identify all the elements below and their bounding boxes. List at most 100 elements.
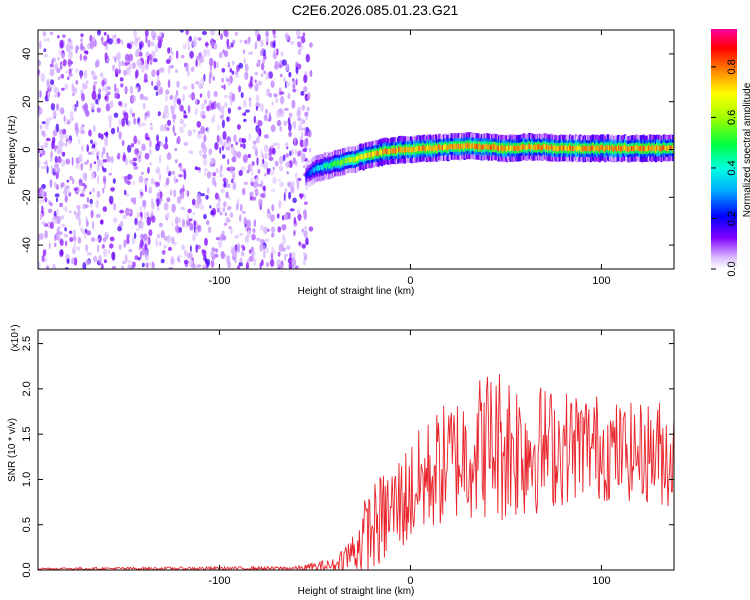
heatmap-noise-cell — [92, 36, 96, 43]
heatmap-noise-cell — [271, 147, 276, 155]
heatmap-noise-cell — [53, 242, 57, 248]
heatmap-noise-cell — [183, 141, 189, 146]
snr-y-scale-label: (x10⁴) — [10, 324, 21, 351]
heatmap-noise-cell — [67, 140, 72, 145]
heatmap-signal-cell — [421, 146, 424, 152]
heatmap-noise-cell — [58, 49, 62, 56]
heatmap-noise-cell — [187, 45, 191, 51]
heatmap-signal-cell — [413, 145, 416, 152]
heatmap-noise-cell — [300, 90, 305, 96]
heatmap-noise-cell — [71, 156, 74, 166]
heatmap-noise-cell — [263, 114, 268, 122]
heatmap-noise-cell — [206, 105, 211, 112]
heatmap-signal-cell — [446, 145, 449, 151]
heatmap-noise-cell — [222, 141, 227, 149]
heatmap-noise-cell — [144, 63, 149, 71]
heatmap-noise-cell — [69, 49, 73, 58]
heatmap-noise-cell — [260, 224, 264, 231]
heatmap-noise-cell — [134, 217, 138, 226]
spectrogram-x-tick-label: -100 — [208, 275, 230, 287]
heatmap-signal-cell — [548, 144, 551, 151]
heatmap-signal-cell — [630, 146, 633, 152]
heatmap-noise-cell — [160, 230, 165, 239]
heatmap-noise-cell — [249, 195, 253, 201]
heatmap-noise-cell — [290, 185, 295, 194]
heatmap-noise-cell — [218, 135, 222, 141]
heatmap-noise-cell — [167, 67, 170, 75]
heatmap-noise-cell — [58, 226, 61, 230]
heatmap-noise-cell — [154, 32, 157, 38]
heatmap-noise-cell — [125, 207, 130, 216]
heatmap-noise-cell — [270, 80, 275, 88]
heatmap-noise-cell — [154, 44, 159, 53]
heatmap-noise-cell — [278, 200, 282, 209]
heatmap-noise-cell — [223, 50, 229, 58]
heatmap-noise-cell — [92, 71, 96, 77]
heatmap-signal-cell — [463, 144, 466, 150]
heatmap-noise-cell — [158, 173, 162, 182]
heatmap-noise-cell — [210, 259, 215, 268]
heatmap-noise-cell — [227, 183, 231, 188]
heatmap-noise-cell — [259, 49, 264, 56]
heatmap-noise-cell — [236, 151, 242, 159]
heatmap-noise-cell — [301, 38, 306, 43]
heatmap-noise-cell — [76, 204, 81, 210]
heatmap-noise-cell — [56, 35, 60, 39]
heatmap-noise-cell — [160, 258, 165, 264]
heatmap-noise-cell — [202, 153, 207, 159]
heatmap-noise-cell — [220, 85, 226, 89]
heatmap-noise-cell — [54, 62, 59, 68]
heatmap-noise-cell — [304, 132, 309, 137]
heatmap-noise-cell — [283, 253, 289, 257]
heatmap-noise-cell — [148, 186, 153, 193]
heatmap-noise-cell — [113, 33, 117, 39]
heatmap-noise-cell — [213, 253, 219, 258]
heatmap-noise-cell — [127, 264, 132, 269]
heatmap-noise-cell — [279, 73, 283, 78]
heatmap-noise-cell — [255, 94, 260, 103]
heatmap-noise-cell — [129, 85, 134, 95]
heatmap-noise-cell — [221, 67, 226, 73]
heatmap-noise-cell — [71, 257, 75, 265]
heatmap-noise-cell — [43, 141, 49, 148]
heatmap-noise-cell — [171, 170, 175, 175]
heatmap-noise-cell — [267, 208, 270, 214]
heatmap-noise-cell — [260, 39, 264, 47]
colorbar-label: Normalized spectral amplitude — [742, 82, 750, 217]
heatmap-noise-cell — [126, 66, 130, 72]
heatmap-noise-cell — [187, 208, 192, 214]
heatmap-noise-cell — [96, 175, 100, 185]
heatmap-noise-cell — [243, 118, 247, 123]
heatmap-noise-cell — [221, 77, 224, 83]
heatmap-signal-cell — [658, 145, 661, 151]
heatmap-noise-cell — [140, 233, 145, 240]
heatmap-noise-cell — [82, 203, 87, 210]
heatmap-noise-cell — [79, 53, 83, 61]
heatmap-signal-cell — [308, 170, 311, 177]
heatmap-noise-cell — [242, 99, 247, 108]
heatmap-noise-cell — [119, 209, 124, 214]
heatmap-signal-cell — [366, 152, 369, 158]
heatmap-noise-cell — [297, 41, 302, 48]
heatmap-signal-cell — [635, 145, 638, 151]
heatmap-noise-cell — [138, 175, 144, 183]
heatmap-noise-cell — [92, 143, 96, 149]
heatmap-noise-cell — [209, 205, 212, 209]
heatmap-noise-cell — [53, 166, 59, 173]
heatmap-noise-cell — [294, 148, 297, 156]
heatmap-noise-cell — [43, 48, 47, 53]
heatmap-noise-cell — [203, 168, 209, 172]
heatmap-noise-cell — [169, 95, 174, 100]
heatmap-noise-cell — [129, 174, 133, 180]
heatmap-noise-cell — [279, 126, 283, 132]
heatmap-noise-cell — [121, 117, 125, 127]
heatmap-signal-cell — [429, 145, 432, 151]
heatmap-noise-cell — [124, 175, 129, 184]
heatmap-noise-cell — [127, 259, 132, 264]
heatmap-noise-cell — [262, 159, 265, 164]
heatmap-noise-cell — [270, 188, 276, 193]
heatmap-signal-cell — [408, 147, 411, 153]
heatmap-noise-cell — [173, 189, 177, 198]
heatmap-noise-cell — [57, 56, 60, 61]
snr-series — [38, 374, 674, 570]
